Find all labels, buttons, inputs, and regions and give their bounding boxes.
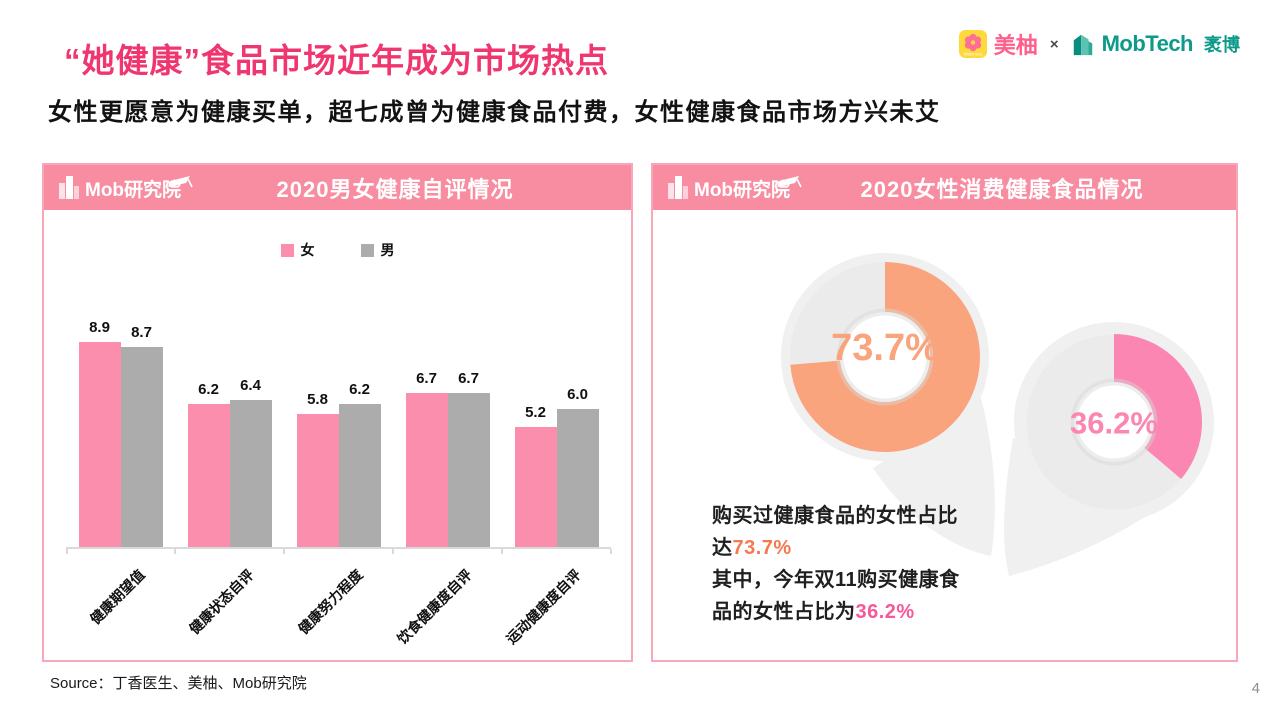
donut-chart-body: 73.7% 36.2% 购买过健康食品的女性占比达73.7% 其中，今年双11购买… <box>653 210 1236 660</box>
bar-value-label: 6.4 <box>240 376 261 394</box>
meiyou-logo-text: 美柚 <box>993 33 1038 58</box>
source-note: Source：丁香医生、美柚、Mob研究院 <box>50 675 307 692</box>
bar-chart-body: 女男 8.9 8.7 健康期望值 6.2 6.4 健康状态自评 5.8 6.2 健康努力程度 6.… <box>44 210 631 660</box>
caption-segment: 其中，今年双11购买健康食品的女性占比为 <box>712 569 960 623</box>
legend: 女男 <box>44 240 631 260</box>
axis-tick <box>392 549 394 554</box>
bar-series-0 <box>187 404 230 547</box>
donut-2-arc <box>1114 334 1202 479</box>
page-number: 4 <box>1251 680 1260 697</box>
axis-tick <box>174 549 176 554</box>
donut-2-hole <box>1070 378 1158 466</box>
mob-research-logo-text: Mob研究院 <box>694 178 790 201</box>
legend-swatch <box>280 243 294 257</box>
bar-series-1 <box>229 399 272 547</box>
donut-chart-panel-header: Mob研究院 2020女性消费健康食品情况 <box>653 165 1236 210</box>
bar-value-label: 6.7 <box>458 369 479 387</box>
axis-tick <box>501 549 503 554</box>
category-label: 健康期望值 <box>86 566 148 628</box>
legend-label: 男 <box>380 242 395 258</box>
legend-label: 女 <box>300 242 315 258</box>
mobtech-building-icon <box>1073 34 1092 56</box>
page-subtitle: 女性更愿意为健康买单，超七成曾为健康食品付费，女性健康食品市场方兴未艾 <box>48 99 941 126</box>
bar-plot: 8.9 8.7 健康期望值 6.2 6.4 健康状态自评 5.8 6.2 健康努力程度 6.7 6.… <box>66 295 612 647</box>
axis-tick <box>283 549 285 554</box>
bar-value-label: 5.8 <box>307 390 328 408</box>
graduation-cap-icon <box>168 175 193 187</box>
graduation-cap-icon <box>777 175 802 187</box>
legend-item: 女 <box>280 240 315 260</box>
donut-2-value-label: 36.2% <box>1070 406 1158 441</box>
bar-series-1 <box>338 404 381 547</box>
bar-value-label: 6.0 <box>567 386 588 403</box>
category-label: 运动健康度自评 <box>502 566 584 648</box>
bar-value-label: 6.7 <box>416 369 437 387</box>
mob-research-logo: Mob研究院 <box>59 175 193 201</box>
bar-value-label: 8.7 <box>131 323 152 341</box>
donut-1-value-label: 73.7% <box>831 327 939 369</box>
donut-chart-panel: Mob研究院 2020女性消费健康食品情况 <box>651 163 1238 662</box>
bar-series-1 <box>556 409 599 547</box>
bar-value-label: 5.2 <box>525 404 546 422</box>
bar-chart-panel: Mob研究院 2020男女健康自评情况 女男 8.9 8.7 健康期望值 6.2 6.4… <box>42 163 633 662</box>
mob-research-logo: Mob研究院 <box>668 175 802 201</box>
teardrop-1-tail <box>873 398 995 556</box>
bar-value-label: 8.9 <box>89 319 110 337</box>
caption-segment: 36.2% <box>855 601 915 623</box>
donut-chart-title: 2020女性消费健康食品情况 <box>860 176 1144 202</box>
caption-segment: 73.7% <box>732 537 792 559</box>
donut-1-arc <box>790 262 981 452</box>
caption-segment: 购买过健康食品的女性占比达 <box>712 505 958 559</box>
donut-graphic: 73.7% 36.2% <box>781 253 1214 576</box>
bar-series-0 <box>296 413 339 547</box>
legend-swatch <box>360 243 374 257</box>
axis-tick <box>66 549 68 554</box>
logo-separator: × <box>1049 35 1059 53</box>
category-label: 健康努力程度 <box>294 566 366 638</box>
bar-series-1 <box>447 392 490 547</box>
bar-chart-panel-header: Mob研究院 2020男女健康自评情况 <box>44 165 631 210</box>
mob-research-logo-text: Mob研究院 <box>85 178 181 201</box>
bar-value-label: 6.2 <box>349 381 370 399</box>
category-label: 健康状态自评 <box>185 566 257 638</box>
meiyou-badge-text: Meet you <box>964 52 983 57</box>
mobtech-logo-text: MobTech <box>1101 31 1194 56</box>
brand-logos: Meet you 美柚 × MobTech 袤博 <box>958 28 1240 60</box>
bar-value-label: 6.2 <box>198 381 219 399</box>
category-label: 饮食健康度自评 <box>393 566 475 648</box>
bar-series-0 <box>405 392 448 547</box>
bar-series-1 <box>120 346 163 547</box>
bar-series-0 <box>78 342 121 547</box>
bar-series-0 <box>514 427 557 547</box>
mobtech-suffix-text: 袤博 <box>1204 35 1240 55</box>
donut-caption: 购买过健康食品的女性占比达73.7% 其中，今年双11购买健康食品的女性占比为36… <box>712 500 970 628</box>
page-title: “她健康”食品市场近年成为市场热点 <box>64 42 609 79</box>
axis-tick <box>610 549 612 554</box>
legend-item: 男 <box>360 240 395 260</box>
bar-chart-title: 2020男女健康自评情况 <box>276 176 514 202</box>
donut-1-hole <box>836 308 934 406</box>
meiyou-app-icon: Meet you <box>958 30 987 58</box>
